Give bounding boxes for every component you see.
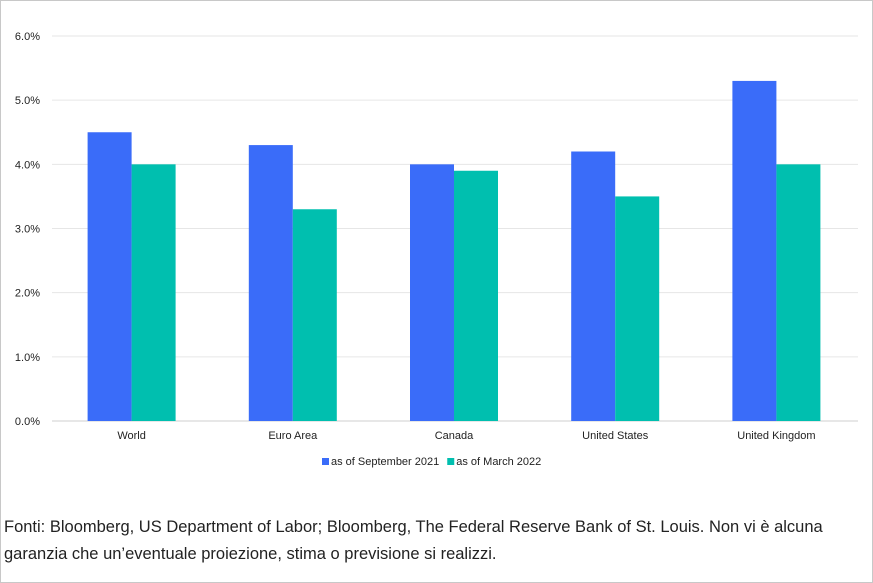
x-axis: World Euro Area Canada United States United … — [117, 430, 815, 442]
y-tick-label: 3.0% — [15, 224, 40, 236]
legend-label: as of September 2021 — [331, 456, 439, 468]
bar — [131, 164, 176, 422]
legend-label: as of March 2022 — [456, 456, 541, 468]
bar — [292, 209, 337, 421]
source-note: Fonti: Bloomberg, US Department of Labor… — [4, 518, 823, 563]
y-tick-label: 4.0% — [15, 159, 40, 171]
bar — [454, 170, 498, 421]
legend: as of September 2021 as of March 2022 — [322, 456, 541, 468]
bar — [248, 145, 293, 422]
x-tick-label: Euro Area — [268, 430, 318, 442]
legend-swatch — [322, 458, 329, 465]
bar — [87, 132, 132, 421]
bars — [87, 80, 821, 422]
x-tick-label: United States — [582, 430, 649, 442]
y-tick-label: 2.0% — [15, 288, 40, 300]
bar — [410, 164, 454, 422]
x-tick-label: World — [117, 430, 146, 442]
bar-chart: 0.0% 1.0% 2.0% 3.0% 4.0% 5.0% 6.0% World Euro A… — [15, 31, 858, 468]
x-tick-label: United Kingdom — [737, 430, 815, 442]
legend-swatch — [447, 458, 455, 465]
bar — [776, 164, 821, 422]
bar — [571, 151, 616, 421]
y-tick-label: 1.0% — [15, 352, 40, 364]
bar — [732, 80, 777, 422]
x-tick-label: Canada — [435, 430, 474, 442]
y-tick-label: 0.0% — [15, 416, 40, 428]
y-tick-label: 5.0% — [15, 95, 40, 107]
bar — [615, 196, 660, 421]
y-tick-label: 6.0% — [15, 31, 40, 43]
y-axis: 0.0% 1.0% 2.0% 3.0% 4.0% 5.0% 6.0% — [15, 31, 40, 428]
gridlines — [52, 35, 858, 422]
